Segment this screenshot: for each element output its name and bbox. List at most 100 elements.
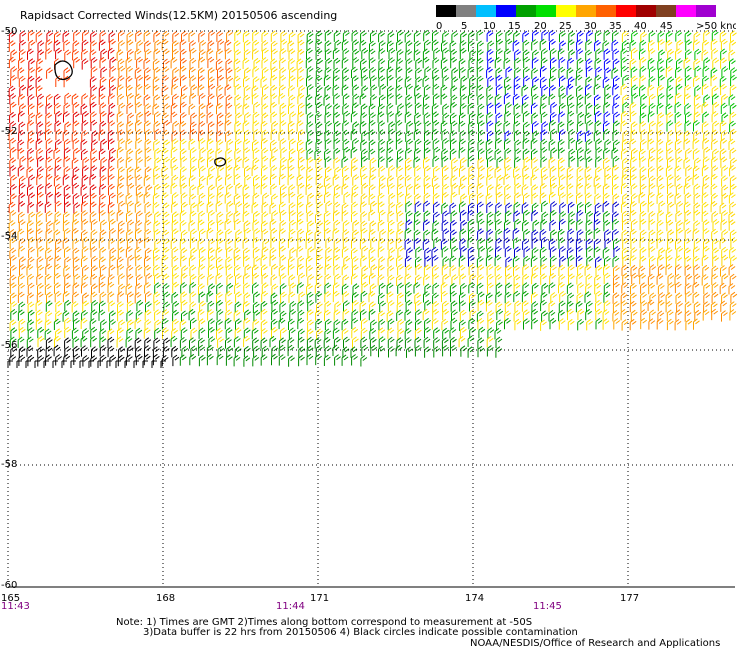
wind-barb	[316, 201, 324, 213]
wind-barb	[665, 211, 673, 223]
wind-barb	[116, 336, 124, 348]
wind-barb	[90, 57, 98, 69]
wind-barb	[189, 237, 197, 249]
wind-barb	[361, 155, 368, 168]
wind-barb	[532, 219, 540, 232]
wind-barb	[54, 255, 62, 267]
wind-barb	[162, 273, 170, 285]
wind-barb	[487, 317, 495, 330]
wind-barb	[278, 238, 286, 250]
wind-barb	[620, 83, 628, 96]
wind-barb	[98, 202, 106, 214]
wind-barb	[107, 174, 115, 186]
wind-barb	[485, 300, 493, 312]
colorbar-swatch	[676, 5, 696, 17]
wind-barb	[711, 282, 719, 294]
wind-barb	[62, 174, 70, 186]
wind-barb	[351, 317, 359, 329]
wind-barb	[442, 138, 449, 150]
wind-barb	[179, 220, 187, 232]
wind-barb	[261, 40, 269, 52]
wind-barb	[243, 192, 250, 205]
wind-barb	[712, 93, 719, 105]
wind-barb	[730, 74, 737, 87]
wind-barb	[352, 264, 359, 276]
wind-barb	[595, 147, 603, 159]
wind-barb	[665, 66, 673, 78]
wind-barb	[674, 138, 682, 151]
wind-barb	[28, 67, 35, 79]
wind-barb	[17, 165, 25, 177]
wind-barb	[198, 138, 206, 150]
wind-barb	[495, 84, 503, 96]
wind-barb	[90, 85, 98, 97]
wind-barb	[17, 147, 25, 160]
wind-barb	[414, 165, 421, 177]
time-label-1143: 11:43	[1, 601, 30, 612]
wind-barb	[558, 66, 566, 79]
wind-barb	[252, 39, 260, 52]
wind-barb	[261, 94, 269, 106]
wind-barb	[657, 84, 664, 97]
wind-barb	[460, 157, 467, 169]
wind-barb	[368, 120, 376, 132]
wind-barb	[712, 219, 720, 231]
wind-barb	[324, 227, 331, 240]
wind-barb	[297, 39, 305, 52]
wind-barb	[36, 273, 44, 285]
wind-barb	[72, 182, 80, 195]
wind-barb	[477, 93, 485, 106]
wind-barb	[172, 273, 179, 285]
wind-barb	[487, 75, 495, 88]
wind-barb	[640, 31, 648, 43]
wind-barb	[613, 238, 620, 250]
wind-barb	[657, 210, 665, 222]
wind-barb	[19, 156, 27, 168]
wind-barb	[396, 76, 403, 88]
wind-barb	[568, 211, 576, 223]
wind-barb	[306, 283, 313, 295]
wind-barb	[333, 103, 341, 115]
wind-barb	[271, 147, 279, 159]
wind-barb	[692, 228, 700, 240]
wind-barb	[414, 84, 421, 97]
wind-barb	[18, 129, 25, 142]
wind-barb	[728, 192, 736, 204]
wind-barb	[135, 227, 142, 240]
wind-barb	[361, 47, 369, 60]
wind-barb	[226, 345, 233, 358]
wind-barb	[442, 345, 449, 357]
wind-barb	[531, 209, 539, 222]
wind-barb	[305, 102, 313, 115]
wind-barb	[433, 47, 441, 59]
wind-barb	[477, 337, 485, 349]
wind-barb	[666, 318, 674, 331]
wind-barb	[44, 319, 52, 331]
wind-barb	[225, 337, 232, 349]
wind-barb	[180, 93, 187, 105]
wind-barb	[189, 66, 196, 78]
wind-barb	[684, 74, 692, 87]
wind-barb	[81, 282, 88, 294]
wind-barb	[468, 255, 475, 267]
wind-barb	[315, 39, 323, 51]
wind-barb	[639, 236, 647, 249]
wind-barb	[352, 283, 360, 295]
wind-barb	[629, 300, 637, 313]
wind-barb	[53, 174, 61, 187]
wind-barb	[37, 93, 44, 105]
wind-barb	[622, 255, 630, 267]
wind-barb	[235, 103, 242, 115]
wind-barb	[450, 290, 457, 303]
wind-barb	[161, 85, 169, 97]
wind-barb	[585, 219, 593, 231]
wind-barb	[577, 111, 585, 124]
wind-barb	[415, 309, 422, 321]
wind-barb	[46, 67, 53, 79]
wind-barb	[468, 165, 476, 177]
wind-barb	[81, 130, 89, 142]
wind-barb	[656, 273, 664, 285]
wind-barb	[640, 292, 647, 304]
wind-barb	[63, 184, 71, 196]
wind-barb	[549, 209, 557, 222]
